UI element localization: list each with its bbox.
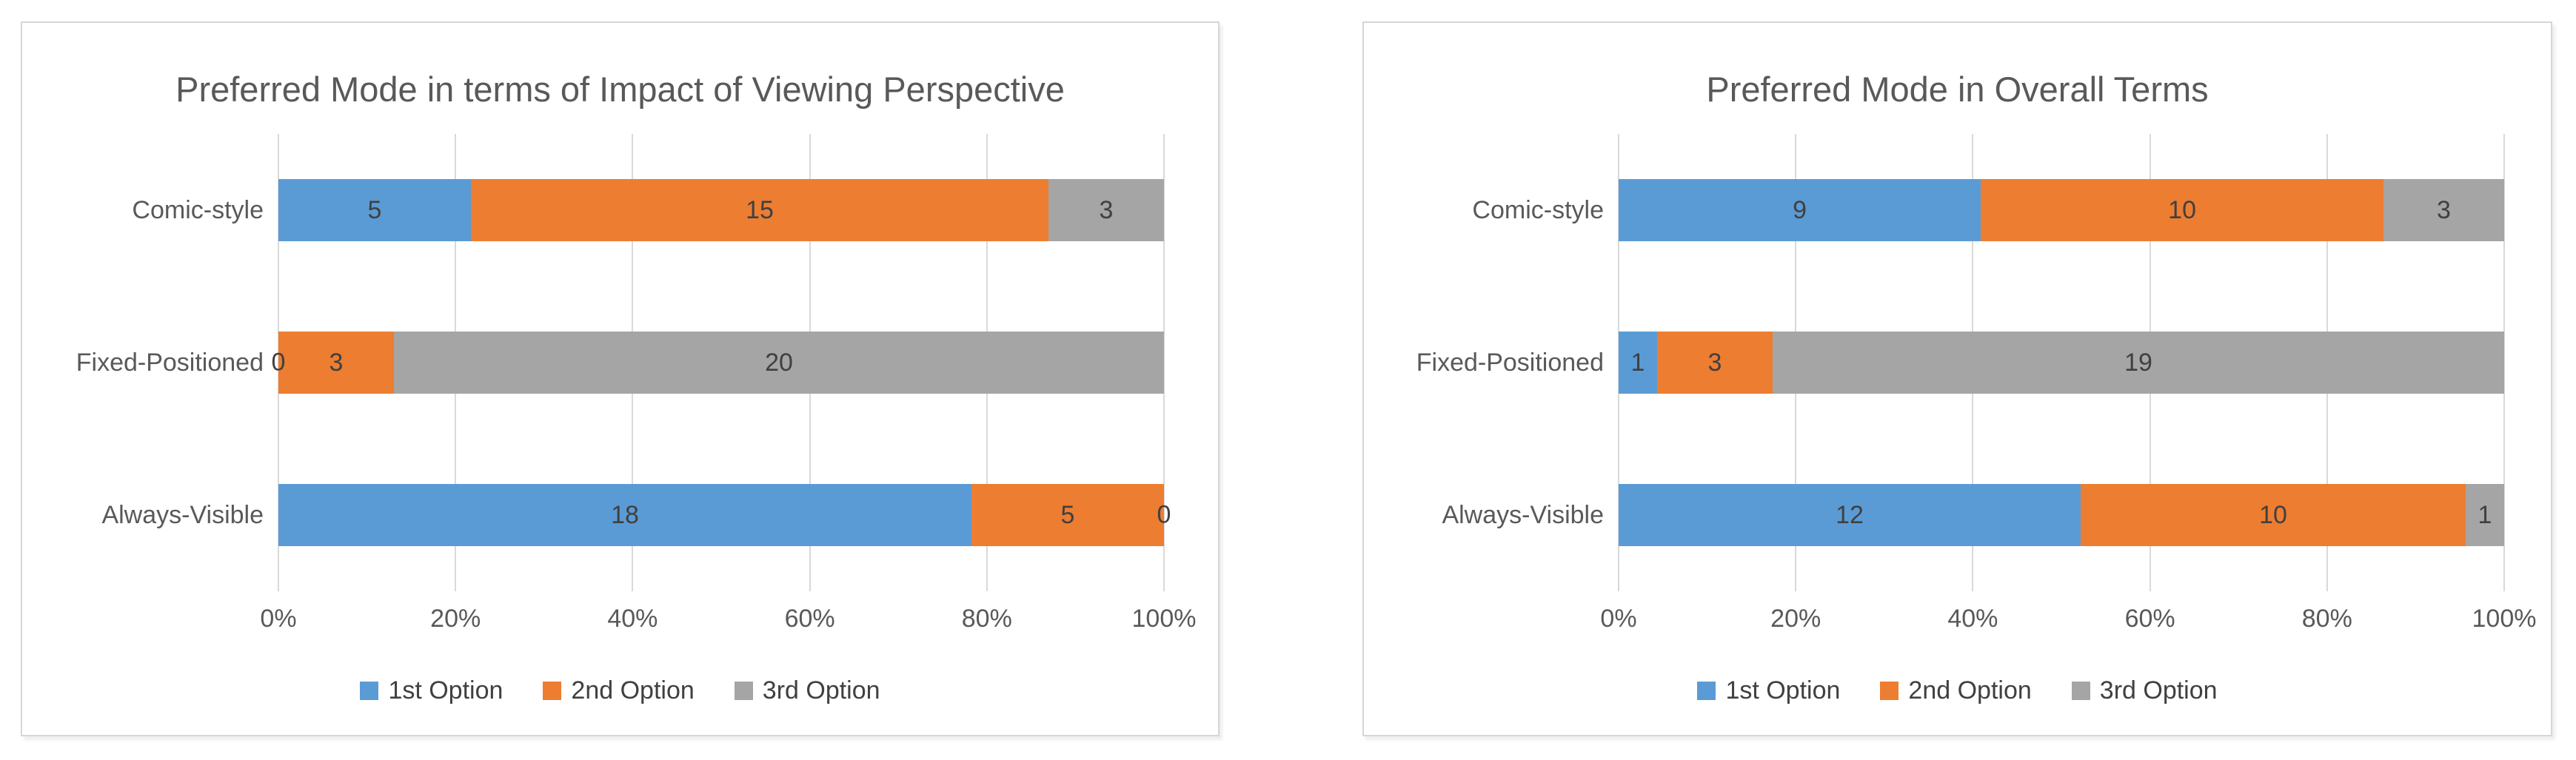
bar-segment: 12 bbox=[1619, 484, 2081, 546]
x-tick-label: 0% bbox=[1600, 605, 1637, 633]
x-tick-label: 20% bbox=[1770, 605, 1821, 633]
legend-item: 2nd Option bbox=[543, 676, 695, 705]
bar-segment: 3 bbox=[2383, 179, 2504, 241]
stacked-bar: 12 10 1 bbox=[1619, 484, 2504, 546]
bar-segment: 10 bbox=[2081, 484, 2466, 546]
data-label: 3 bbox=[1707, 348, 1722, 377]
data-label: 12 bbox=[1836, 500, 1864, 529]
x-tick-label: 40% bbox=[1947, 605, 1998, 633]
plot-area: 9 10 3 1 3 19 12 10 1 bbox=[1618, 134, 2505, 591]
legend-swatch bbox=[2071, 681, 2090, 700]
stacked-bar: 0 3 20 bbox=[272, 332, 1164, 394]
bar-row: 12 10 1 bbox=[1619, 439, 2504, 591]
legend: 1st Option 2nd Option 3rd Option bbox=[22, 671, 1218, 710]
legend-item: 1st Option bbox=[360, 676, 503, 705]
bar-row: 9 10 3 bbox=[1619, 134, 2504, 286]
data-label-zero: 0 bbox=[271, 348, 286, 377]
legend-label: 3rd Option bbox=[2099, 676, 2218, 704]
data-label: 1 bbox=[1630, 348, 1645, 377]
legend-label: 1st Option bbox=[1725, 676, 1841, 704]
data-label: 5 bbox=[1060, 500, 1075, 529]
bar-rows: 9 10 3 1 3 19 12 10 1 bbox=[1619, 134, 2504, 591]
stacked-bar: 18 5 0 bbox=[278, 484, 1171, 546]
data-label: 3 bbox=[329, 348, 344, 377]
bar-rows: 5 15 3 0 3 20 18 5 0 bbox=[272, 134, 1171, 591]
stacked-bar: 9 10 3 bbox=[1619, 179, 2504, 241]
x-axis: 0% 20% 40% 60% 80% 100% bbox=[1600, 605, 2536, 637]
category-label: Comic-style bbox=[132, 195, 264, 224]
data-label: 9 bbox=[1793, 195, 1807, 224]
category-label: Fixed-Positioned bbox=[76, 348, 264, 377]
legend-swatch bbox=[543, 681, 562, 700]
legend-swatch bbox=[360, 681, 379, 700]
bar-segment: 5 bbox=[278, 179, 471, 241]
plot-area: 5 15 3 0 3 20 18 5 0 bbox=[272, 134, 1171, 591]
bar-row: 5 15 3 bbox=[278, 134, 1164, 286]
gridline bbox=[2503, 134, 2505, 591]
data-label: 18 bbox=[611, 500, 639, 529]
x-tick-label: 0% bbox=[260, 605, 297, 633]
category-label: Always-Visible bbox=[1442, 500, 1604, 529]
data-label: 19 bbox=[2124, 348, 2152, 377]
legend-swatch bbox=[1697, 681, 1716, 700]
data-label: 10 bbox=[2259, 500, 2287, 529]
category-label: Always-Visible bbox=[101, 500, 264, 529]
bar-segment: 3 bbox=[1657, 332, 1773, 394]
x-tick-label: 80% bbox=[2301, 605, 2352, 633]
bar-segment: 19 bbox=[1773, 332, 2504, 394]
bar-segment: 1 bbox=[1619, 332, 1657, 394]
legend-swatch bbox=[1880, 681, 1899, 700]
x-tick-label: 100% bbox=[2472, 605, 2537, 633]
bar-segment: 18 bbox=[278, 484, 971, 546]
x-tick-label: 20% bbox=[430, 605, 481, 633]
category-axis: Comic-style Fixed-Positioned Always-Visibl… bbox=[22, 134, 264, 591]
bar-segment: 9 bbox=[1619, 179, 1981, 241]
x-tick-label: 60% bbox=[784, 605, 835, 633]
data-label: 15 bbox=[746, 195, 774, 224]
data-label: 20 bbox=[765, 348, 793, 377]
data-label: 3 bbox=[1099, 195, 1114, 224]
legend-label: 3rd Option bbox=[762, 676, 880, 704]
chart-title: Preferred Mode in terms of Impact of Vie… bbox=[175, 70, 1065, 109]
x-axis: 0% 20% 40% 60% 80% 100% bbox=[260, 605, 1196, 637]
data-label: 3 bbox=[2436, 195, 2451, 224]
x-tick-label: 100% bbox=[1131, 605, 1197, 633]
category-axis: Comic-style Fixed-Positioned Always-Visibl… bbox=[1364, 134, 1604, 591]
legend-item: 2nd Option bbox=[1880, 676, 2032, 705]
bar-segment: 10 bbox=[1981, 179, 2383, 241]
legend-label: 2nd Option bbox=[1908, 676, 2032, 704]
bar-segment: 15 bbox=[471, 179, 1048, 241]
bar-segment: 3 bbox=[1048, 179, 1164, 241]
data-label-zero: 0 bbox=[1157, 500, 1171, 529]
legend-label: 1st Option bbox=[388, 676, 504, 704]
bar-segment: 1 bbox=[2466, 484, 2504, 546]
chart-card-overall-terms: Preferred Mode in Overall Terms Comic-st… bbox=[1362, 21, 2552, 736]
x-tick-label: 40% bbox=[607, 605, 658, 633]
x-tick-label: 60% bbox=[2124, 605, 2175, 633]
chart-title: Preferred Mode in Overall Terms bbox=[1706, 70, 2209, 109]
stacked-bar: 5 15 3 bbox=[278, 179, 1164, 241]
legend-item: 3rd Option bbox=[734, 676, 880, 705]
legend-swatch bbox=[734, 681, 753, 700]
data-label: 10 bbox=[2168, 195, 2196, 224]
bar-row: 18 5 0 bbox=[278, 439, 1171, 591]
legend: 1st Option 2nd Option 3rd Option bbox=[1364, 671, 2551, 710]
bar-segment: 5 bbox=[971, 484, 1164, 546]
x-tick-label: 80% bbox=[961, 605, 1012, 633]
chart-card-viewing-perspective: Preferred Mode in terms of Impact of Vie… bbox=[21, 21, 1220, 736]
stacked-bar: 1 3 19 bbox=[1619, 332, 2504, 394]
bar-row: 0 3 20 bbox=[272, 286, 1164, 439]
gridline bbox=[1163, 134, 1165, 591]
bar-segment: 3 bbox=[278, 332, 394, 394]
legend-item: 1st Option bbox=[1697, 676, 1840, 705]
data-label: 1 bbox=[2478, 500, 2492, 529]
legend-label: 2nd Option bbox=[571, 676, 695, 704]
data-label: 5 bbox=[367, 195, 382, 224]
category-label: Comic-style bbox=[1472, 195, 1604, 224]
legend-item: 3rd Option bbox=[2071, 676, 2218, 705]
bar-row: 1 3 19 bbox=[1619, 286, 2504, 439]
bar-segment: 20 bbox=[394, 332, 1164, 394]
category-label: Fixed-Positioned bbox=[1416, 348, 1604, 377]
